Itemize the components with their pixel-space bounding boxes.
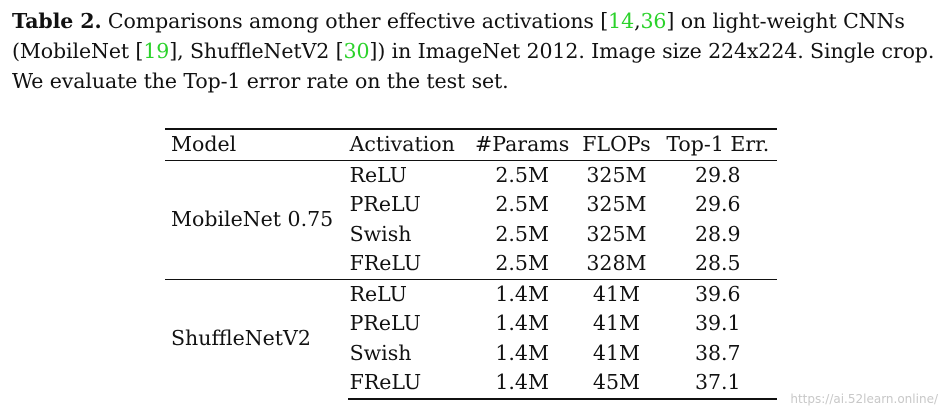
- citation-link[interactable]: 14: [608, 9, 635, 33]
- error-cell: 38.7: [694, 340, 741, 365]
- header-top1-err: Top-1 Err.: [658, 128, 777, 161]
- flops-cell: 325M: [586, 192, 647, 216]
- results-table: Model Activation #Params FLOPs Top-1 Err…: [165, 128, 777, 400]
- table-caption: Table 2. Comparisons among other effecti…: [12, 6, 937, 96]
- activation-cell: FReLU: [347, 368, 470, 400]
- params-cell: 1.4M: [495, 311, 549, 335]
- params-cell: 1.4M: [495, 340, 549, 365]
- citation-link[interactable]: 30: [343, 39, 370, 63]
- activation-cell: ReLU: [347, 278, 470, 309]
- best-error-cell: 37.1: [658, 368, 777, 400]
- error-cell: 39.6: [658, 278, 777, 309]
- table-row: ShuffleNetV2 ReLU 1.4M 41M 39.6: [165, 278, 777, 399]
- params-cell: 2.5M: [495, 192, 549, 216]
- params-cell: 2.5M: [495, 251, 549, 275]
- flops-cell: 325M: [586, 221, 647, 246]
- activation-cell: ReLU: [349, 162, 407, 187]
- table-row: Swish 1.4M 41M 38.7: [165, 339, 777, 369]
- flops-cell: 41M: [592, 340, 640, 365]
- citation-link[interactable]: 19: [143, 39, 170, 63]
- caption-text: ]) in ImageNet 2012. Image size 224x224.…: [12, 39, 935, 93]
- params-cell: 2.5M: [495, 221, 549, 246]
- header-activation: Activation: [347, 128, 470, 161]
- flops-cell: 45M: [574, 368, 659, 400]
- caption-text: ,: [634, 9, 641, 33]
- shufflenet-group: ShuffleNetV2 ReLU 1.4M 41M 39.6 PReLU 1.…: [165, 278, 777, 400]
- flops-cell: 41M: [592, 311, 640, 335]
- watermark-text: https://ai.52learn.online/: [790, 392, 938, 406]
- table-row: Swish 2.5M 325M 28.9: [165, 220, 777, 250]
- caption-text: ], ShuffleNetV2 [: [169, 39, 344, 63]
- caption-text: ] on light-weight CNNs (MobileNet [: [12, 9, 905, 63]
- activation-cell: PReLU: [349, 192, 421, 216]
- citation-link[interactable]: 36: [640, 9, 667, 33]
- error-cell: 29.8: [694, 162, 741, 187]
- activation-cell: PReLU: [349, 311, 421, 335]
- table-row: PReLU 2.5M 325M 29.6: [165, 190, 777, 220]
- params-cell: 1.4M: [469, 278, 575, 309]
- header-params: #Params: [469, 128, 575, 161]
- header-flops: FLOPs: [574, 128, 659, 161]
- flops-cell: 41M: [574, 278, 659, 309]
- flops-cell: 328M: [586, 251, 647, 275]
- activation-cell: Swish: [349, 340, 412, 365]
- best-error-cell: 28.5: [694, 251, 741, 275]
- error-cell: 39.1: [694, 311, 741, 335]
- activation-cell: Swish: [349, 221, 412, 246]
- activation-cell: FReLU: [349, 251, 422, 275]
- error-cell: 29.6: [694, 192, 741, 216]
- params-cell: 1.4M: [469, 368, 575, 400]
- model-name: ShuffleNetV2: [165, 278, 348, 399]
- flops-cell: 325M: [586, 162, 647, 187]
- table-row: FReLU 2.5M 328M 28.5: [165, 249, 777, 279]
- error-cell: 28.9: [694, 221, 741, 246]
- mobilenet-group: MobileNet 0.75 ReLU 2.5M 325M 29.8 PReLU…: [165, 160, 777, 279]
- params-cell: 2.5M: [495, 162, 549, 187]
- table-row: PReLU 1.4M 41M 39.1: [165, 309, 777, 339]
- header-model: Model: [165, 128, 348, 161]
- table-row: FReLU 1.4M 45M 37.1: [165, 368, 777, 400]
- header-row: Model Activation #Params FLOPs Top-1 Err…: [165, 128, 777, 161]
- caption-text: Comparisons among other effective activa…: [101, 9, 609, 33]
- model-name: MobileNet 0.75: [171, 206, 334, 231]
- caption-label: Table 2.: [12, 9, 102, 33]
- table-row: MobileNet 0.75 ReLU 2.5M 325M 29.8: [165, 160, 777, 231]
